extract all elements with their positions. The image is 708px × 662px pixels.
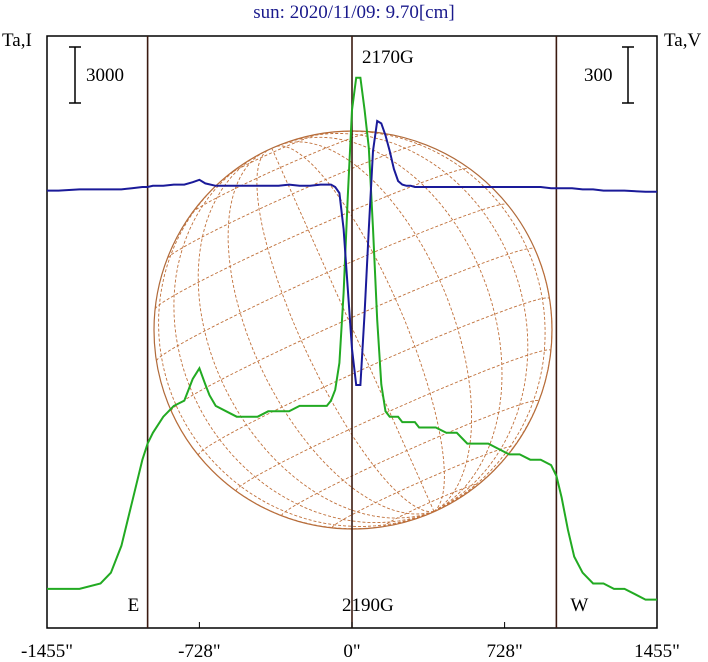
longitude-line [227, 152, 435, 515]
x-tick-label: -1455" [21, 641, 73, 662]
limb-label: E [128, 595, 140, 616]
annotation-min-field: 2190G [342, 595, 394, 616]
scalebar-right: 300 [584, 46, 634, 104]
latitude-line [154, 167, 470, 310]
latitude-line [383, 483, 479, 527]
longitude-line [276, 145, 445, 512]
longitude-line [281, 141, 473, 512]
longitude-line [433, 248, 553, 512]
longitude-line [285, 136, 503, 512]
y-axis-label-right: Ta,V [664, 30, 702, 51]
x-tick-label: 728" [486, 641, 522, 662]
latitude-line [170, 247, 536, 412]
longitude-line [297, 133, 529, 512]
latitude-line [191, 131, 373, 213]
y-axis-label-left: Ta,I [2, 30, 32, 51]
series-line-I [47, 76, 657, 601]
solar-disk [153, 130, 553, 530]
series-line-V [47, 119, 657, 386]
longitude-line [433, 510, 437, 512]
chart-title: sun: 2020/11/09: 9.70[cm] [253, 2, 455, 23]
scalebar-left-label: 3000 [86, 65, 124, 86]
longitude-line [271, 148, 435, 512]
longitude-line [158, 174, 435, 527]
x-tick-label: -728" [178, 641, 221, 662]
longitude-line [256, 150, 435, 513]
longitude-line [197, 154, 435, 519]
annotation-max-field: 2170G [362, 47, 414, 68]
latitude-line [228, 133, 321, 175]
limb-label: W [570, 595, 588, 616]
heliographic-grid [154, 130, 553, 530]
x-tick-label: 0" [343, 641, 360, 662]
scalebar-left: 3000 [69, 46, 124, 104]
x-tick-label: 1455" [634, 641, 680, 662]
scalebar-right-label: 300 [584, 65, 613, 86]
latitude-line [235, 349, 552, 491]
longitude-line [170, 410, 435, 530]
longitude-line [433, 503, 451, 512]
longitude-line [173, 160, 435, 524]
